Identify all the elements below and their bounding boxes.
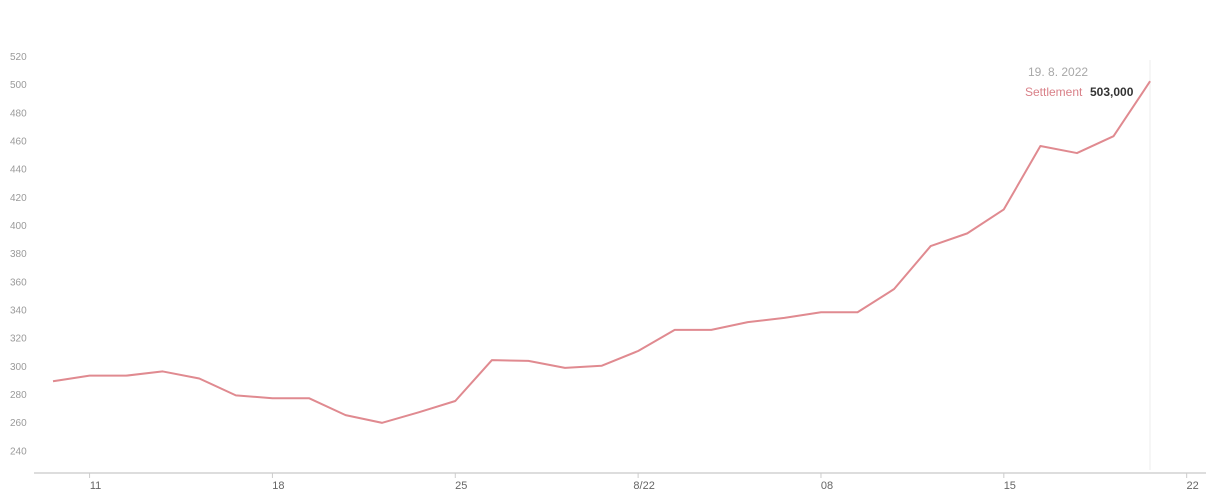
y-tick-label: 340: [10, 305, 27, 316]
y-tick-label: 520: [10, 52, 27, 63]
y-tick-label: 480: [10, 108, 27, 119]
y-tick-label: 280: [10, 390, 27, 401]
y-tick-label: 420: [10, 193, 27, 204]
x-tick-label: 22: [1187, 480, 1199, 492]
x-tick-label: 08: [821, 480, 833, 492]
y-tick-label: 380: [10, 249, 27, 260]
y-tick-label: 360: [10, 277, 27, 288]
y-tick-label: 240: [10, 446, 27, 457]
tooltip-label: Settlement: [1025, 85, 1083, 99]
tooltip-value: 503,000: [1090, 85, 1134, 99]
x-tick-label: 25: [455, 480, 467, 492]
x-tick-label: 8/22: [633, 480, 654, 492]
x-tick-label: 15: [1004, 480, 1016, 492]
x-tick-label: 11: [90, 480, 101, 492]
x-tick-label: 18: [272, 480, 284, 492]
y-tick-label: 260: [10, 418, 27, 429]
y-tick-label: 500: [10, 80, 27, 91]
y-tick-label: 440: [10, 165, 27, 176]
y-tick-label: 320: [10, 334, 27, 345]
y-tick-label: 460: [10, 136, 27, 147]
y-tick-label: 400: [10, 221, 27, 232]
line-series: [52, 80, 1151, 424]
y-tick-label: 300: [10, 362, 27, 373]
tooltip-date: 19. 8. 2022: [1028, 65, 1088, 79]
